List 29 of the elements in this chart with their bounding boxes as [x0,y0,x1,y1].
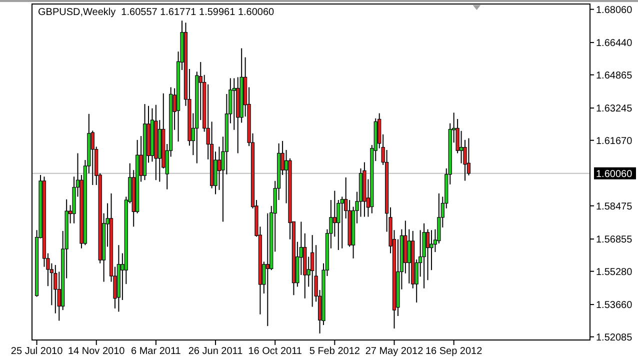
candlestick [332,190,336,238]
chart-title: GBPUSD,Weekly 1.60557 1.61771 1.59961 1.60060 [38,7,275,18]
x-tick-label: 6 Mar 2011 [131,346,182,357]
candlestick [459,130,464,164]
candlestick [266,212,270,327]
x-tick-label: 5 Feb 2012 [309,346,360,357]
x-tick-label: 26 Jun 2011 [188,346,244,357]
candlestick [340,196,344,249]
y-tick-label: 1.55280 [596,266,633,278]
ref-line-label: 1.60060 [596,168,633,180]
x-tick-label: 27 May 2012 [365,346,424,357]
y-tick-label: 1.63245 [596,104,633,115]
candlestick [407,228,411,284]
x-tick-label: 14 Nov 2010 [68,346,126,357]
x-tick-label: 16 Sep 2012 [425,346,483,357]
y-tick-label: 1.58475 [596,201,633,212]
candlestick [430,230,434,271]
y-tick-label: 1.66440 [596,38,633,50]
candlestick [232,78,236,130]
candlestick [310,234,314,308]
y-tick-label: 1.53660 [596,300,633,312]
y-tick-label: 1.56855 [596,234,633,246]
y-tick-label: 1.52085 [596,332,633,344]
y-tick-label: 1.64865 [596,70,633,82]
y-tick-label: 1.68060 [596,4,633,16]
x-tick-label: 16 Oct 2011 [248,346,302,357]
candlestick [426,228,430,281]
x-tick-label: 25 Jul 2010 [10,346,64,357]
y-tick-label: 1.61670 [596,136,633,147]
